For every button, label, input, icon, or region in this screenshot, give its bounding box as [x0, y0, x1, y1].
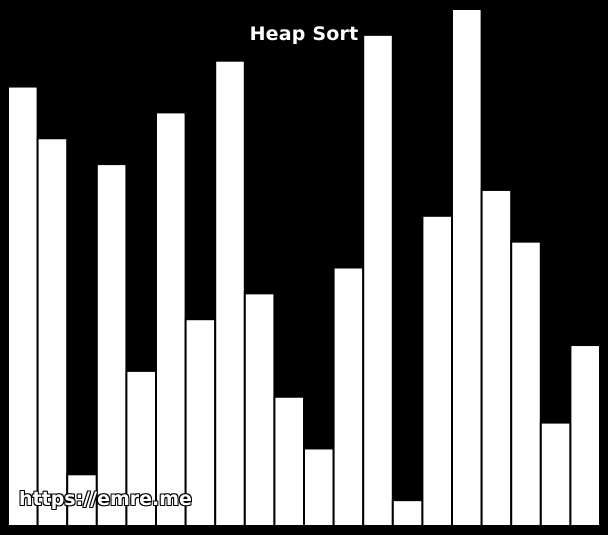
- bar-19: [539, 421, 572, 528]
- bar-15: [421, 214, 453, 528]
- bar-9: [243, 292, 276, 527]
- bar-3: [66, 473, 98, 527]
- bar-7: [184, 318, 217, 528]
- bar-11: [303, 447, 335, 528]
- bar-17: [480, 188, 513, 527]
- bar-18: [510, 240, 542, 527]
- bar-20: [569, 344, 602, 527]
- bar-2: [36, 137, 69, 527]
- bar-6: [155, 111, 187, 528]
- bar-13: [362, 33, 394, 527]
- bar-16: [451, 8, 483, 527]
- bar-14: [391, 499, 424, 527]
- bar-1: [7, 85, 39, 528]
- watermark-url: https://emre.me: [19, 488, 192, 510]
- bar-4: [95, 163, 128, 527]
- bar-12: [332, 266, 365, 527]
- chart-title: Heap Sort: [249, 23, 359, 45]
- bar-5: [125, 369, 158, 527]
- bar-8: [214, 59, 246, 527]
- bar-10: [273, 395, 305, 527]
